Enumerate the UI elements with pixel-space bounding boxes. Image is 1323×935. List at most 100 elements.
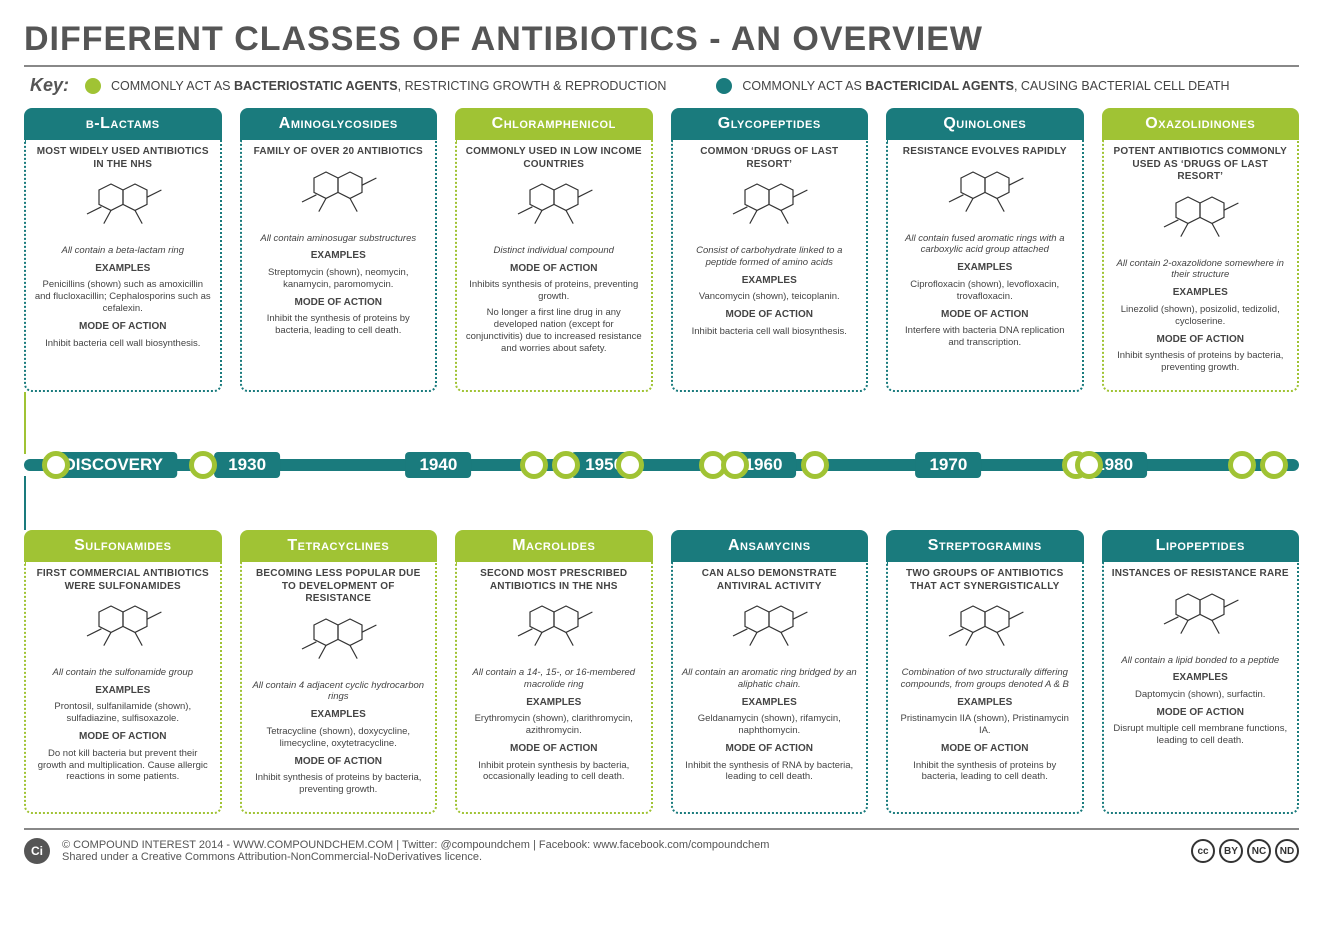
- structure-icon: [465, 597, 643, 663]
- mode-text: Do not kill bacteria but prevent their g…: [34, 748, 212, 784]
- examples-label: EXAMPLES: [465, 697, 643, 710]
- timeline: DISCOVERY193019401950196019701980: [24, 420, 1299, 510]
- card-body: SECOND MOST PRESCRIBED ANTIBIOTICS IN TH…: [455, 562, 653, 814]
- mode-label: MODE OF ACTION: [250, 297, 428, 310]
- bacteriostatic-dot: [85, 78, 101, 94]
- footer-line2: Shared under a Creative Commons Attribut…: [62, 851, 769, 863]
- examples-text: Daptomycin (shown), surfactin.: [1112, 689, 1290, 701]
- mode-label: MODE OF ACTION: [681, 309, 859, 322]
- cc-icon: cc: [1191, 839, 1215, 863]
- structure-icon: [896, 597, 1074, 663]
- examples-label: EXAMPLES: [34, 263, 212, 276]
- card-body: COMMONLY USED IN LOW INCOME COUNTRIESDis…: [455, 140, 653, 392]
- examples-text: Streptomycin (shown), neomycin, kanamyci…: [250, 267, 428, 291]
- mode-text: Inhibit synthesis of proteins by bacteri…: [1112, 350, 1290, 374]
- examples-label: EXAMPLES: [34, 685, 212, 698]
- mode-text: Inhibit the synthesis of proteins by bac…: [896, 760, 1074, 784]
- mode-text: Disrupt multiple cell membrane functions…: [1112, 723, 1290, 747]
- mode-text: Inhibit the synthesis of RNA by bacteria…: [681, 760, 859, 784]
- footer-line1: © COMPOUND INTEREST 2014 - WWW.COMPOUNDC…: [62, 839, 769, 851]
- card-header: Sulfonamides: [24, 530, 222, 562]
- card-tagline: CAN ALSO DEMONSTRATE ANTIVIRAL ACTIVITY: [681, 568, 859, 593]
- antibiotic-card: LipopeptidesINSTANCES OF RESISTANCE RARE…: [1102, 530, 1300, 814]
- card-header: Aminoglycosides: [240, 108, 438, 140]
- card-header: Streptogramins: [886, 530, 1084, 562]
- structure-icon: [1112, 585, 1290, 651]
- mode-text: Inhibit the synthesis of proteins by bac…: [250, 313, 428, 337]
- examples-label: EXAMPLES: [681, 275, 859, 288]
- card-header: Lipopeptides: [1102, 530, 1300, 562]
- page-title: DIFFERENT CLASSES OF ANTIBIOTICS - AN OV…: [24, 20, 1299, 67]
- card-header: β-Lactams: [24, 108, 222, 140]
- card-tagline: POTENT ANTIBIOTICS COMMONLY USED AS ‘DRU…: [1112, 146, 1290, 184]
- bactericidal-dot: [716, 78, 732, 94]
- card-header: Ansamycins: [671, 530, 869, 562]
- examples-label: EXAMPLES: [250, 250, 428, 263]
- card-body: CAN ALSO DEMONSTRATE ANTIVIRAL ACTIVITY A…: [671, 562, 869, 814]
- card-body: RESISTANCE EVOLVES RAPIDLYAll contain fu…: [886, 140, 1084, 392]
- timeline-node: [801, 451, 829, 479]
- extra-text: No longer a first line drug in any devel…: [465, 307, 643, 355]
- mode-label: MODE OF ACTION: [465, 263, 643, 276]
- card-desc: All contain the sulfonamide group: [34, 667, 212, 679]
- timeline-decade: 1940: [405, 452, 471, 478]
- mode-label: MODE OF ACTION: [1112, 707, 1290, 720]
- card-body: COMMON ‘DRUGS OF LAST RESORT’Consist of …: [671, 140, 869, 392]
- mode-label: MODE OF ACTION: [896, 743, 1074, 756]
- examples-label: EXAMPLES: [896, 262, 1074, 275]
- antibiotic-card: MacrolidesSECOND MOST PRESCRIBED ANTIBIO…: [455, 530, 653, 814]
- examples-text: Pristinamycin IIA (shown), Pristinamycin…: [896, 713, 1074, 737]
- card-tagline: COMMON ‘DRUGS OF LAST RESORT’: [681, 146, 859, 171]
- antibiotic-card: TetracyclinesBECOMING LESS POPULAR DUE T…: [240, 530, 438, 814]
- card-tagline: TWO GROUPS OF ANTIBIOTICS THAT ACT SYNER…: [896, 568, 1074, 593]
- timeline-node: [1075, 451, 1103, 479]
- card-body: INSTANCES OF RESISTANCE RAREAll contain …: [1102, 562, 1300, 814]
- card-tagline: COMMONLY USED IN LOW INCOME COUNTRIES: [465, 146, 643, 171]
- examples-label: EXAMPLES: [896, 697, 1074, 710]
- structure-icon: [250, 163, 428, 229]
- structure-icon: [465, 175, 643, 241]
- bottom-cards-row: Sulfonamides FIRST COMMERCIAL ANTIBIOTICS…: [24, 530, 1299, 814]
- examples-text: Linezolid (shown), posizolid, tedizolid,…: [1112, 304, 1290, 328]
- top-cards-row: β-LactamsMOST WIDELY USED ANTIBIOTICS IN…: [24, 108, 1299, 392]
- structure-icon: [250, 610, 428, 676]
- mode-text: Inhibits synthesis of proteins, preventi…: [465, 279, 643, 303]
- examples-label: EXAMPLES: [250, 709, 428, 722]
- timeline-node: [42, 451, 70, 479]
- card-desc: All contain 4 adjacent cyclic hydrocarbo…: [250, 680, 428, 704]
- cc-by-icon: BY: [1219, 839, 1243, 863]
- card-desc: All contain a lipid bonded to a peptide: [1112, 655, 1290, 667]
- card-body: FAMILY OF OVER 20 ANTIBIOTICSAll contain…: [240, 140, 438, 392]
- card-tagline: MOST WIDELY USED ANTIBIOTICS IN THE NHS: [34, 146, 212, 171]
- structure-icon: [681, 175, 859, 241]
- mode-text: Inhibit bacteria cell wall biosynthesis.: [681, 326, 859, 338]
- footer: Ci © COMPOUND INTEREST 2014 - WWW.COMPOU…: [24, 828, 1299, 864]
- examples-label: EXAMPLES: [1112, 287, 1290, 300]
- antibiotic-card: Streptogramins TWO GROUPS OF ANTIBIOTICS …: [886, 530, 1084, 814]
- card-body: TWO GROUPS OF ANTIBIOTICS THAT ACT SYNER…: [886, 562, 1084, 814]
- examples-text: Tetracycline (shown), doxycycline, limec…: [250, 726, 428, 750]
- card-tagline: BECOMING LESS POPULAR DUE TO DEVELOPMENT…: [250, 568, 428, 606]
- card-desc: All contain an aromatic ring bridged by …: [681, 667, 859, 691]
- mode-label: MODE OF ACTION: [681, 743, 859, 756]
- examples-label: EXAMPLES: [681, 697, 859, 710]
- examples-text: Prontosil, sulfanilamide (shown), sulfad…: [34, 701, 212, 725]
- card-tagline: FIRST COMMERCIAL ANTIBIOTICS WERE SULFON…: [34, 568, 212, 593]
- structure-icon: [34, 175, 212, 241]
- card-body: FIRST COMMERCIAL ANTIBIOTICS WERE SULFON…: [24, 562, 222, 814]
- card-desc: All contain aminosugar substructures: [250, 233, 428, 245]
- examples-text: Ciprofloxacin (shown), levofloxacin, tro…: [896, 279, 1074, 303]
- examples-text: Geldanamycin (shown), rifamycin, naphtho…: [681, 713, 859, 737]
- mode-label: MODE OF ACTION: [896, 309, 1074, 322]
- antibiotic-card: AminoglycosidesFAMILY OF OVER 20 ANTIBIO…: [240, 108, 438, 392]
- card-desc: All contain fused aromatic rings with a …: [896, 233, 1074, 257]
- key-bactericidal: COMMONLY ACT AS BACTERICIDAL AGENTS, CAU…: [742, 79, 1229, 93]
- ci-logo-icon: Ci: [24, 838, 50, 864]
- card-header: Quinolones: [886, 108, 1084, 140]
- antibiotic-card: QuinolonesRESISTANCE EVOLVES RAPIDLYAll …: [886, 108, 1084, 392]
- card-body: MOST WIDELY USED ANTIBIOTICS IN THE NHSA…: [24, 140, 222, 392]
- structure-icon: [1112, 188, 1290, 254]
- antibiotic-card: GlycopeptidesCOMMON ‘DRUGS OF LAST RESOR…: [671, 108, 869, 392]
- mode-label: MODE OF ACTION: [250, 756, 428, 769]
- card-body: POTENT ANTIBIOTICS COMMONLY USED AS ‘DRU…: [1102, 140, 1300, 392]
